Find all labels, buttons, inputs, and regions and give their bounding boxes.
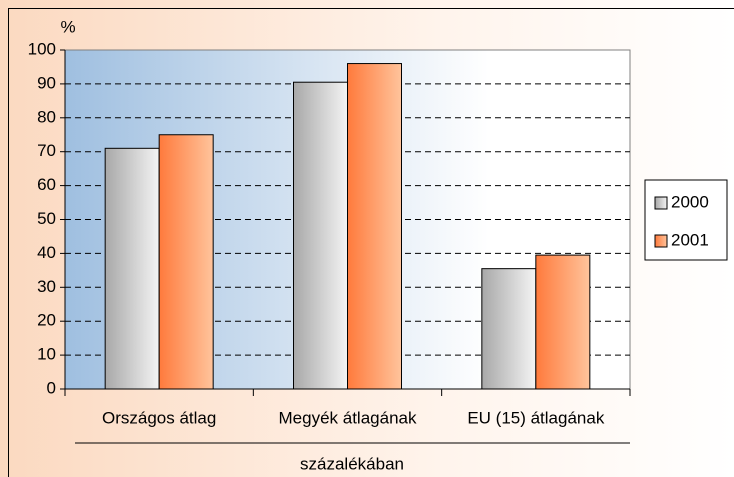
bar <box>347 63 402 390</box>
y-tick-label: 80 <box>37 107 56 126</box>
legend-label: 2000 <box>671 192 709 211</box>
x-tick-label: EU (15) átlagának <box>467 408 605 427</box>
y-tick-label: 10 <box>37 345 56 364</box>
x-tick-label: Országos átlag <box>102 408 216 427</box>
bar <box>293 81 348 390</box>
y-tick-label: 50 <box>37 209 56 228</box>
legend-swatch <box>654 196 668 210</box>
x-group-label: százalékában <box>300 454 404 473</box>
y-tick-label: 0 <box>47 378 56 397</box>
y-axis-label: % <box>60 17 75 36</box>
y-tick-label: 30 <box>37 277 56 296</box>
bar <box>535 254 591 390</box>
bar <box>481 268 537 390</box>
bar <box>158 134 214 390</box>
bar <box>104 147 160 390</box>
legend-label: 2001 <box>671 230 709 249</box>
y-tick-label: 70 <box>37 141 56 160</box>
y-tick-label: 40 <box>37 243 56 262</box>
y-tick-label: 90 <box>37 73 56 92</box>
y-tick-label: 20 <box>37 311 56 330</box>
legend-swatch <box>654 234 668 248</box>
y-tick-label: 60 <box>37 175 56 194</box>
y-tick-label: 100 <box>28 39 56 58</box>
chart-border <box>8 8 734 477</box>
x-tick-label: Megyék átlagának <box>279 408 417 427</box>
